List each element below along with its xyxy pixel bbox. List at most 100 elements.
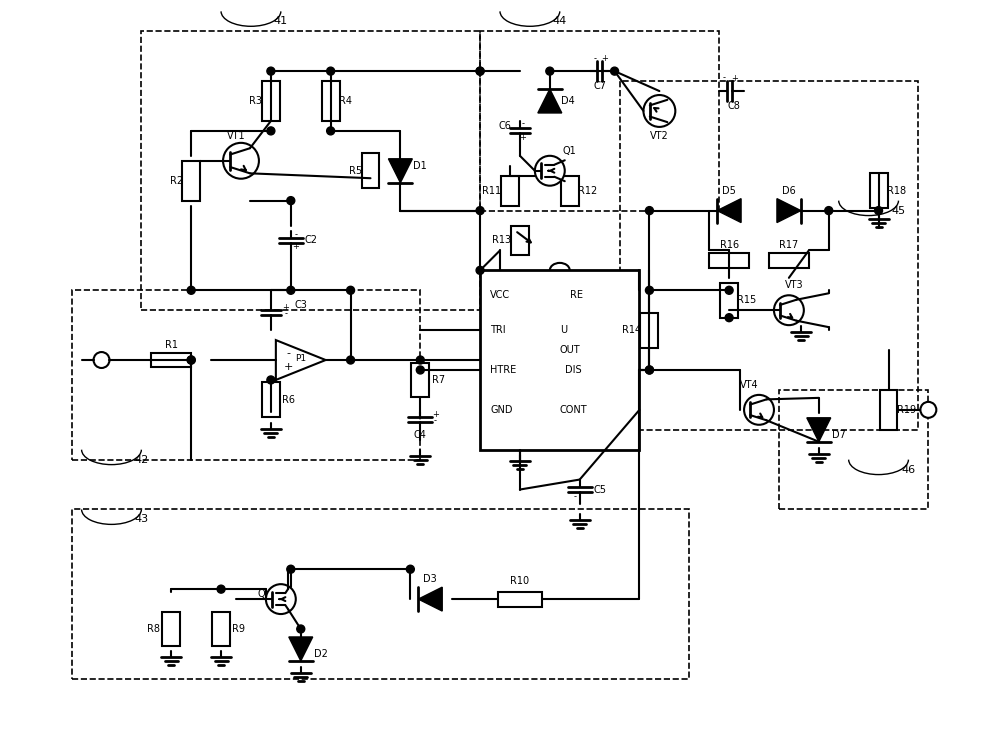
Circle shape xyxy=(476,67,484,75)
Polygon shape xyxy=(418,587,442,611)
Text: D7: D7 xyxy=(832,430,846,439)
Circle shape xyxy=(645,366,653,374)
Circle shape xyxy=(725,314,733,322)
Circle shape xyxy=(643,95,675,127)
Text: R12: R12 xyxy=(578,185,597,196)
Circle shape xyxy=(287,286,295,294)
Circle shape xyxy=(347,286,355,294)
Text: R3: R3 xyxy=(249,96,262,106)
Text: R16: R16 xyxy=(720,240,739,250)
Text: C3: C3 xyxy=(294,300,307,310)
Text: RE: RE xyxy=(570,291,583,300)
Text: +: + xyxy=(519,134,526,142)
Bar xyxy=(182,161,200,201)
Text: D2: D2 xyxy=(314,649,328,659)
Bar xyxy=(501,176,519,206)
Text: +: + xyxy=(292,242,299,251)
Polygon shape xyxy=(777,199,801,223)
Text: -: - xyxy=(521,120,524,128)
Text: D5: D5 xyxy=(722,185,736,196)
Circle shape xyxy=(267,376,275,384)
Circle shape xyxy=(327,67,335,75)
Text: Q: Q xyxy=(257,589,265,599)
Circle shape xyxy=(416,366,424,374)
Polygon shape xyxy=(289,637,313,661)
Text: +: + xyxy=(284,361,293,372)
Text: OUT: OUT xyxy=(560,345,580,355)
Text: C6: C6 xyxy=(499,121,511,131)
Text: 46: 46 xyxy=(901,464,916,475)
Text: Q1: Q1 xyxy=(563,146,577,155)
Circle shape xyxy=(347,356,355,364)
Text: R9: R9 xyxy=(232,624,245,634)
Text: 43: 43 xyxy=(134,515,148,524)
Text: R19: R19 xyxy=(897,405,916,415)
Text: R7: R7 xyxy=(432,375,445,385)
Circle shape xyxy=(217,585,225,593)
Circle shape xyxy=(645,366,653,374)
Circle shape xyxy=(287,196,295,204)
Text: TRI: TRI xyxy=(490,325,506,335)
Text: 41: 41 xyxy=(274,16,288,26)
Text: VT4: VT4 xyxy=(740,380,758,390)
Circle shape xyxy=(327,127,335,135)
Text: C5: C5 xyxy=(593,485,606,494)
Text: C8: C8 xyxy=(728,101,741,111)
Text: 44: 44 xyxy=(553,16,567,26)
Text: VT3: VT3 xyxy=(785,280,803,291)
Text: -: - xyxy=(284,309,287,318)
Text: -: - xyxy=(434,416,437,426)
Text: R2: R2 xyxy=(170,176,183,185)
Text: -: - xyxy=(573,492,576,501)
Circle shape xyxy=(744,395,774,425)
Circle shape xyxy=(287,565,295,573)
Circle shape xyxy=(476,67,484,75)
Text: HTRE: HTRE xyxy=(490,365,516,375)
Circle shape xyxy=(406,565,414,573)
Text: D6: D6 xyxy=(782,185,796,196)
Circle shape xyxy=(875,207,883,215)
Bar xyxy=(870,173,888,208)
Text: D1: D1 xyxy=(413,161,427,171)
Text: CONT: CONT xyxy=(560,405,587,415)
Text: +: + xyxy=(282,303,289,312)
Circle shape xyxy=(94,352,109,368)
Circle shape xyxy=(187,286,195,294)
Circle shape xyxy=(611,67,619,75)
Text: R14: R14 xyxy=(622,325,641,335)
Circle shape xyxy=(774,295,804,325)
Circle shape xyxy=(825,207,833,215)
Bar xyxy=(709,253,749,268)
Circle shape xyxy=(645,207,653,215)
Text: D3: D3 xyxy=(423,575,437,584)
Circle shape xyxy=(476,207,484,215)
Bar xyxy=(362,153,379,188)
Bar xyxy=(720,283,738,318)
Text: GND: GND xyxy=(490,405,513,415)
Circle shape xyxy=(476,266,484,274)
Text: R5: R5 xyxy=(349,166,362,176)
Text: R1: R1 xyxy=(165,340,178,350)
Text: R13: R13 xyxy=(492,236,512,245)
Circle shape xyxy=(267,127,275,135)
Text: U: U xyxy=(560,325,567,335)
Text: VT2: VT2 xyxy=(650,131,669,141)
Text: D4: D4 xyxy=(561,96,575,106)
Text: C2: C2 xyxy=(304,236,317,245)
Bar xyxy=(162,612,180,647)
Text: R6: R6 xyxy=(282,395,295,405)
Text: -: - xyxy=(723,74,726,82)
Bar xyxy=(322,81,340,121)
Bar xyxy=(411,363,429,397)
Text: R18: R18 xyxy=(887,185,906,196)
Circle shape xyxy=(297,625,305,633)
Text: VCC: VCC xyxy=(490,291,510,300)
Text: -: - xyxy=(593,54,596,63)
Bar xyxy=(880,390,897,430)
Bar xyxy=(262,383,280,418)
Bar xyxy=(498,591,542,607)
Polygon shape xyxy=(276,340,326,380)
Circle shape xyxy=(920,402,936,418)
Text: 42: 42 xyxy=(134,455,148,464)
Circle shape xyxy=(725,286,733,294)
